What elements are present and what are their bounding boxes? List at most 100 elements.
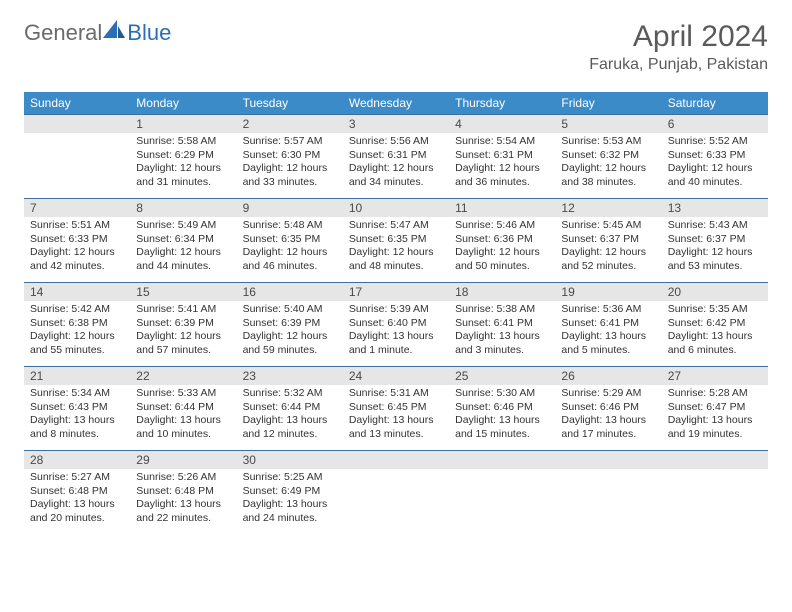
day-number: 7 — [24, 199, 130, 217]
sunset-text: Sunset: 6:40 PM — [349, 317, 443, 331]
sunset-text: Sunset: 6:44 PM — [243, 401, 337, 415]
calendar-day-cell: 15Sunrise: 5:41 AMSunset: 6:39 PMDayligh… — [130, 283, 236, 367]
day-details: Sunrise: 5:35 AMSunset: 6:42 PMDaylight:… — [662, 301, 768, 362]
calendar-day-cell: 19Sunrise: 5:36 AMSunset: 6:41 PMDayligh… — [555, 283, 661, 367]
daylight-text: Daylight: 12 hours and 40 minutes. — [668, 162, 762, 189]
weekday-header: Sunday — [24, 92, 130, 115]
daylight-text: Daylight: 12 hours and 36 minutes. — [455, 162, 549, 189]
day-number: 5 — [555, 115, 661, 133]
calendar-day-cell: 20Sunrise: 5:35 AMSunset: 6:42 PMDayligh… — [662, 283, 768, 367]
sunset-text: Sunset: 6:35 PM — [243, 233, 337, 247]
weekday-header: Tuesday — [237, 92, 343, 115]
calendar-day-cell — [343, 451, 449, 535]
day-details: Sunrise: 5:25 AMSunset: 6:49 PMDaylight:… — [237, 469, 343, 530]
sunset-text: Sunset: 6:37 PM — [668, 233, 762, 247]
day-number: 21 — [24, 367, 130, 385]
calendar-day-cell — [449, 451, 555, 535]
sunrise-text: Sunrise: 5:45 AM — [561, 219, 655, 233]
sunrise-text: Sunrise: 5:26 AM — [136, 471, 230, 485]
day-number: 4 — [449, 115, 555, 133]
weekday-header: Friday — [555, 92, 661, 115]
sunrise-text: Sunrise: 5:46 AM — [455, 219, 549, 233]
sunrise-text: Sunrise: 5:27 AM — [30, 471, 124, 485]
day-number: 10 — [343, 199, 449, 217]
day-number: 2 — [237, 115, 343, 133]
daylight-text: Daylight: 13 hours and 5 minutes. — [561, 330, 655, 357]
sunrise-text: Sunrise: 5:52 AM — [668, 135, 762, 149]
daylight-text: Daylight: 12 hours and 31 minutes. — [136, 162, 230, 189]
daylight-text: Daylight: 13 hours and 3 minutes. — [455, 330, 549, 357]
sunrise-text: Sunrise: 5:29 AM — [561, 387, 655, 401]
calendar-day-cell: 12Sunrise: 5:45 AMSunset: 6:37 PMDayligh… — [555, 199, 661, 283]
calendar-day-cell: 1Sunrise: 5:58 AMSunset: 6:29 PMDaylight… — [130, 115, 236, 199]
calendar-day-cell: 5Sunrise: 5:53 AMSunset: 6:32 PMDaylight… — [555, 115, 661, 199]
weekday-header: Monday — [130, 92, 236, 115]
sunset-text: Sunset: 6:41 PM — [455, 317, 549, 331]
calendar-day-cell — [662, 451, 768, 535]
sunrise-text: Sunrise: 5:42 AM — [30, 303, 124, 317]
calendar-body: 1Sunrise: 5:58 AMSunset: 6:29 PMDaylight… — [24, 115, 768, 535]
calendar-week-row: 1Sunrise: 5:58 AMSunset: 6:29 PMDaylight… — [24, 115, 768, 199]
day-details: Sunrise: 5:29 AMSunset: 6:46 PMDaylight:… — [555, 385, 661, 446]
daylight-text: Daylight: 13 hours and 1 minute. — [349, 330, 443, 357]
daylight-text: Daylight: 12 hours and 42 minutes. — [30, 246, 124, 273]
day-details: Sunrise: 5:47 AMSunset: 6:35 PMDaylight:… — [343, 217, 449, 278]
calendar-day-cell: 26Sunrise: 5:29 AMSunset: 6:46 PMDayligh… — [555, 367, 661, 451]
day-number: 23 — [237, 367, 343, 385]
sunrise-text: Sunrise: 5:38 AM — [455, 303, 549, 317]
daylight-text: Daylight: 13 hours and 24 minutes. — [243, 498, 337, 525]
day-details: Sunrise: 5:39 AMSunset: 6:40 PMDaylight:… — [343, 301, 449, 362]
sunrise-text: Sunrise: 5:41 AM — [136, 303, 230, 317]
sunset-text: Sunset: 6:31 PM — [349, 149, 443, 163]
calendar-week-row: 7Sunrise: 5:51 AMSunset: 6:33 PMDaylight… — [24, 199, 768, 283]
sail-icon — [103, 20, 125, 46]
calendar-day-cell: 4Sunrise: 5:54 AMSunset: 6:31 PMDaylight… — [449, 115, 555, 199]
calendar-day-cell: 22Sunrise: 5:33 AMSunset: 6:44 PMDayligh… — [130, 367, 236, 451]
sunrise-text: Sunrise: 5:36 AM — [561, 303, 655, 317]
daylight-text: Daylight: 13 hours and 22 minutes. — [136, 498, 230, 525]
daylight-text: Daylight: 12 hours and 48 minutes. — [349, 246, 443, 273]
sunset-text: Sunset: 6:30 PM — [243, 149, 337, 163]
daylight-text: Daylight: 13 hours and 13 minutes. — [349, 414, 443, 441]
day-details: Sunrise: 5:42 AMSunset: 6:38 PMDaylight:… — [24, 301, 130, 362]
sunset-text: Sunset: 6:33 PM — [30, 233, 124, 247]
sunrise-text: Sunrise: 5:34 AM — [30, 387, 124, 401]
sunrise-text: Sunrise: 5:25 AM — [243, 471, 337, 485]
daylight-text: Daylight: 13 hours and 10 minutes. — [136, 414, 230, 441]
day-details: Sunrise: 5:38 AMSunset: 6:41 PMDaylight:… — [449, 301, 555, 362]
day-details: Sunrise: 5:49 AMSunset: 6:34 PMDaylight:… — [130, 217, 236, 278]
day-number — [662, 451, 768, 469]
day-number: 13 — [662, 199, 768, 217]
daylight-text: Daylight: 13 hours and 17 minutes. — [561, 414, 655, 441]
sunset-text: Sunset: 6:34 PM — [136, 233, 230, 247]
sunset-text: Sunset: 6:29 PM — [136, 149, 230, 163]
sunset-text: Sunset: 6:46 PM — [561, 401, 655, 415]
calendar-day-cell: 14Sunrise: 5:42 AMSunset: 6:38 PMDayligh… — [24, 283, 130, 367]
calendar-day-cell: 24Sunrise: 5:31 AMSunset: 6:45 PMDayligh… — [343, 367, 449, 451]
day-number: 29 — [130, 451, 236, 469]
day-number: 27 — [662, 367, 768, 385]
daylight-text: Daylight: 12 hours and 38 minutes. — [561, 162, 655, 189]
sunrise-text: Sunrise: 5:49 AM — [136, 219, 230, 233]
sunset-text: Sunset: 6:39 PM — [136, 317, 230, 331]
day-details: Sunrise: 5:26 AMSunset: 6:48 PMDaylight:… — [130, 469, 236, 530]
day-details: Sunrise: 5:48 AMSunset: 6:35 PMDaylight:… — [237, 217, 343, 278]
day-number: 30 — [237, 451, 343, 469]
day-number: 26 — [555, 367, 661, 385]
daylight-text: Daylight: 13 hours and 15 minutes. — [455, 414, 549, 441]
day-details: Sunrise: 5:52 AMSunset: 6:33 PMDaylight:… — [662, 133, 768, 194]
calendar-day-cell: 13Sunrise: 5:43 AMSunset: 6:37 PMDayligh… — [662, 199, 768, 283]
calendar-day-cell: 25Sunrise: 5:30 AMSunset: 6:46 PMDayligh… — [449, 367, 555, 451]
calendar-day-cell: 3Sunrise: 5:56 AMSunset: 6:31 PMDaylight… — [343, 115, 449, 199]
brand-word1: General — [24, 20, 102, 46]
sunset-text: Sunset: 6:46 PM — [455, 401, 549, 415]
weekday-header: Thursday — [449, 92, 555, 115]
brand-word2: Blue — [127, 20, 171, 46]
calendar-day-cell: 16Sunrise: 5:40 AMSunset: 6:39 PMDayligh… — [237, 283, 343, 367]
day-number: 1 — [130, 115, 236, 133]
sunrise-text: Sunrise: 5:35 AM — [668, 303, 762, 317]
sunset-text: Sunset: 6:35 PM — [349, 233, 443, 247]
daylight-text: Daylight: 13 hours and 19 minutes. — [668, 414, 762, 441]
day-details: Sunrise: 5:32 AMSunset: 6:44 PMDaylight:… — [237, 385, 343, 446]
sunset-text: Sunset: 6:33 PM — [668, 149, 762, 163]
